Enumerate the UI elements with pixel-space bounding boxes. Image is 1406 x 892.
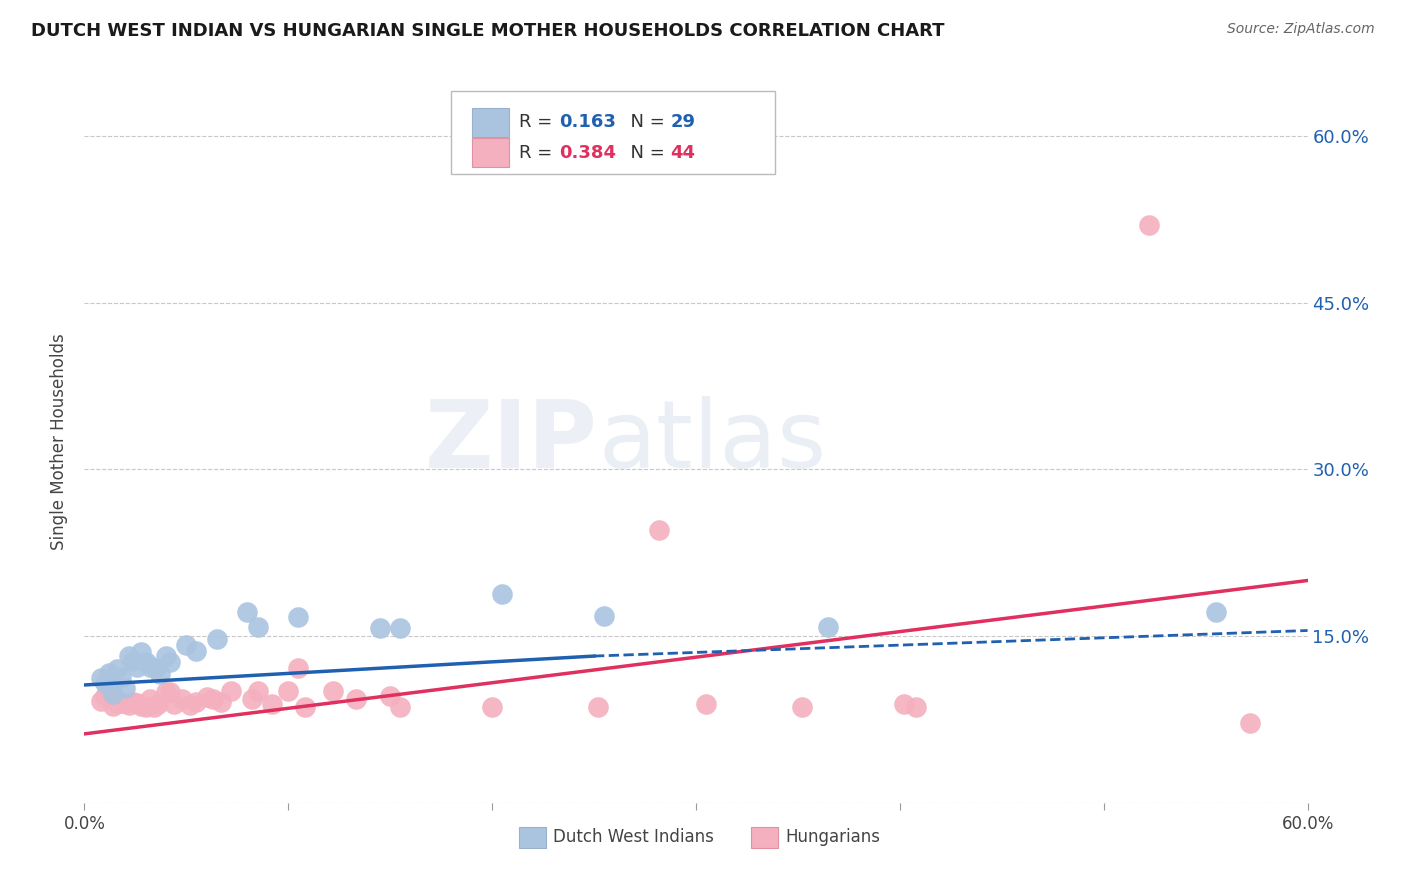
Point [159, 655, 181, 669]
Point [127, 660, 149, 674]
Point [146, 697, 169, 711]
Text: Dutch West Indians: Dutch West Indians [553, 829, 714, 847]
Point [122, 653, 145, 667]
Point [97, 665, 120, 680]
Text: 0.384: 0.384 [560, 144, 616, 161]
Point [174, 638, 197, 652]
Point [1137, 218, 1160, 232]
Point [101, 699, 124, 714]
Point [294, 700, 316, 714]
Point [135, 655, 157, 669]
Bar [472, 138, 509, 167]
Point [114, 681, 136, 696]
Point [163, 697, 186, 711]
Point [127, 696, 149, 710]
Point [368, 621, 391, 635]
Point [135, 700, 157, 714]
Point [1205, 605, 1227, 619]
Text: atlas: atlas [598, 395, 827, 488]
Point [90, 693, 112, 707]
Point [209, 695, 232, 709]
Bar [519, 828, 546, 847]
Point [131, 699, 153, 714]
Point [344, 692, 367, 706]
Text: Hungarians: Hungarians [786, 829, 880, 847]
Point [1239, 715, 1261, 730]
Point [287, 610, 309, 624]
Point [110, 696, 132, 710]
Text: R =: R = [519, 144, 558, 161]
Point [90, 671, 112, 685]
Point [277, 683, 299, 698]
Point [380, 689, 402, 703]
Point [240, 692, 263, 706]
Point [246, 683, 269, 698]
Point [118, 649, 141, 664]
Point [322, 683, 344, 698]
Point [389, 621, 412, 635]
Point [101, 687, 124, 701]
Point [122, 695, 145, 709]
Point [138, 660, 160, 674]
Point [155, 649, 177, 664]
Point [491, 587, 513, 601]
Point [817, 620, 839, 634]
Point [131, 645, 153, 659]
Point [110, 670, 132, 684]
Point [159, 684, 181, 698]
Point [138, 692, 160, 706]
Point [648, 524, 671, 538]
Point [114, 696, 136, 710]
Point [893, 697, 915, 711]
Point [179, 698, 201, 712]
Text: ZIP: ZIP [425, 395, 598, 488]
Text: DUTCH WEST INDIAN VS HUNGARIAN SINGLE MOTHER HOUSEHOLDS CORRELATION CHART: DUTCH WEST INDIAN VS HUNGARIAN SINGLE MO… [31, 22, 945, 40]
Point [93, 675, 115, 690]
FancyBboxPatch shape [451, 91, 776, 174]
Point [246, 620, 269, 634]
Point [201, 692, 224, 706]
Point [149, 666, 172, 681]
Point [205, 632, 228, 647]
Point [97, 684, 120, 698]
Point [695, 697, 717, 711]
Point [145, 661, 167, 675]
Point [481, 700, 503, 714]
Point [105, 696, 128, 710]
Point [593, 609, 616, 624]
Point [172, 692, 194, 706]
Point [105, 662, 128, 676]
Point [219, 683, 242, 698]
Text: N =: N = [619, 113, 671, 131]
Point [195, 690, 218, 705]
Point [236, 605, 259, 619]
Point [186, 643, 208, 657]
Y-axis label: Single Mother Households: Single Mother Households [51, 334, 69, 549]
Point [586, 700, 609, 714]
Point [118, 698, 141, 712]
Text: R =: R = [519, 113, 558, 131]
Text: Source: ZipAtlas.com: Source: ZipAtlas.com [1227, 22, 1375, 37]
Point [260, 697, 283, 711]
Point [905, 700, 928, 714]
Text: 29: 29 [671, 113, 696, 131]
Point [389, 700, 412, 714]
Point [186, 695, 208, 709]
Point [93, 689, 115, 703]
Text: 0.163: 0.163 [560, 113, 616, 131]
Point [287, 661, 309, 675]
Point [790, 700, 813, 714]
Point [142, 700, 165, 714]
Point [155, 684, 177, 698]
Text: 44: 44 [671, 144, 696, 161]
Bar [751, 828, 778, 847]
Text: N =: N = [619, 144, 671, 161]
Bar [472, 108, 509, 136]
